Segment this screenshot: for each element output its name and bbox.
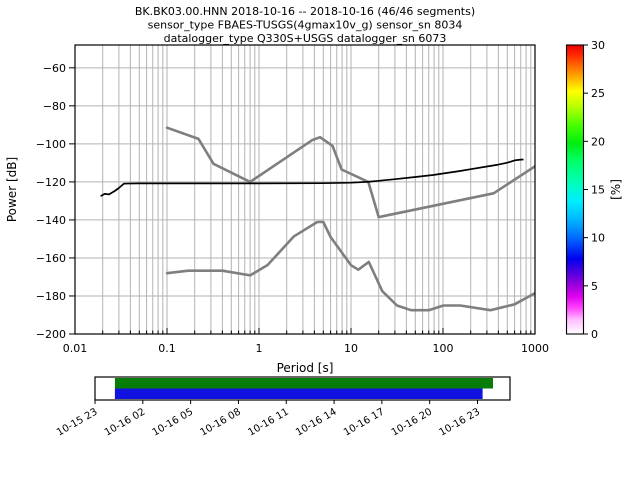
y-tick-label: −120: [36, 176, 66, 189]
timeline-axis: 10-15 23 10-16 02 10-16 05 10-16 08 10-16 11…: [55, 400, 482, 439]
timeline-bar-blue: [114, 388, 483, 399]
timeline-bar-green: [114, 378, 494, 389]
timeline-tick-label: 10-16 11: [246, 407, 290, 439]
y-tick-label: −60: [43, 62, 66, 75]
timeline-tick-label: 10-16 14: [294, 407, 338, 439]
timeline: 10-15 23 10-16 02 10-16 05 10-16 08 10-16 11…: [55, 376, 511, 439]
x-tick-label: 0.01: [63, 342, 88, 355]
plot-title: BK.BK03.00.HNN 2018-10-16 -- 2018-10-16 …: [135, 5, 475, 45]
colorbar-axis: 0 5 10 15 20 25 30: [583, 39, 605, 341]
noise-model-nhnm: [165, 126, 535, 219]
y-axis: −60 −80 −100 −120 −140 −160 −180 −200: [36, 62, 75, 341]
colorbar: 0 5 10 15 20 25 30 [%]: [565, 39, 623, 341]
y-axis-label: Power [dB]: [5, 157, 19, 222]
timeline-tick-label: 10-16 05: [151, 407, 195, 439]
title-line-2: sensor_type FBAES-TUSGS(4gmax10v_g) sens…: [148, 19, 463, 32]
x-tick-label: 1000: [521, 342, 549, 355]
colorbar-tick-label: 5: [591, 280, 598, 293]
x-tick-label: 10: [344, 342, 358, 355]
timeline-tick-label: 10-16 02: [103, 407, 147, 439]
timeline-tick-label: 10-16 20: [390, 407, 434, 439]
x-tick-label: 0.1: [158, 342, 176, 355]
colorbar-tick-label: 0: [591, 328, 598, 341]
x-tick-label: 1: [256, 342, 263, 355]
y-tick-label: −200: [36, 328, 66, 341]
title-line-3: datalogger_type Q330S+USGS datalogger_sn…: [164, 32, 447, 45]
timeline-tick-label: 10-15 23: [55, 407, 99, 439]
timeline-tick-label: 10-16 08: [198, 407, 242, 439]
y-tick-label: −160: [36, 252, 66, 265]
colorbar-tick-label: 10: [591, 232, 605, 245]
colorbar-tick-label: 15: [591, 184, 605, 197]
noise-model-curves: [165, 126, 535, 312]
colorbar-tick-label: 20: [591, 135, 605, 148]
y-tick-label: −80: [43, 100, 66, 113]
colorbar-gradient: [565, 44, 585, 335]
y-tick-label: −140: [36, 214, 66, 227]
y-tick-label: −180: [36, 290, 66, 303]
timeline-tick-label: 10-16 17: [342, 407, 386, 439]
y-tick-label: −100: [36, 138, 66, 151]
colorbar-tick-label: 30: [591, 39, 605, 52]
timeline-tick-label: 10-16 23: [438, 407, 482, 439]
plot-grid: [74, 45, 536, 335]
ppsd-mode-line: [100, 158, 524, 197]
ppsd-mode-polyline: [100, 158, 524, 197]
colorbar-tick-label: 25: [591, 87, 605, 100]
timeline-bars: [114, 378, 494, 399]
plot-frame: [74, 44, 536, 335]
colorbar-label: [%]: [609, 179, 623, 200]
x-tick-label: 100: [433, 342, 454, 355]
x-axis: 0.01 0.1 1 10 100 1000: [63, 328, 549, 355]
x-axis-label: Period [s]: [277, 361, 334, 375]
plot-background: [75, 45, 535, 334]
title-line-1: BK.BK03.00.HNN 2018-10-16 -- 2018-10-16 …: [135, 5, 475, 18]
noise-model-nlnm: [165, 220, 535, 312]
